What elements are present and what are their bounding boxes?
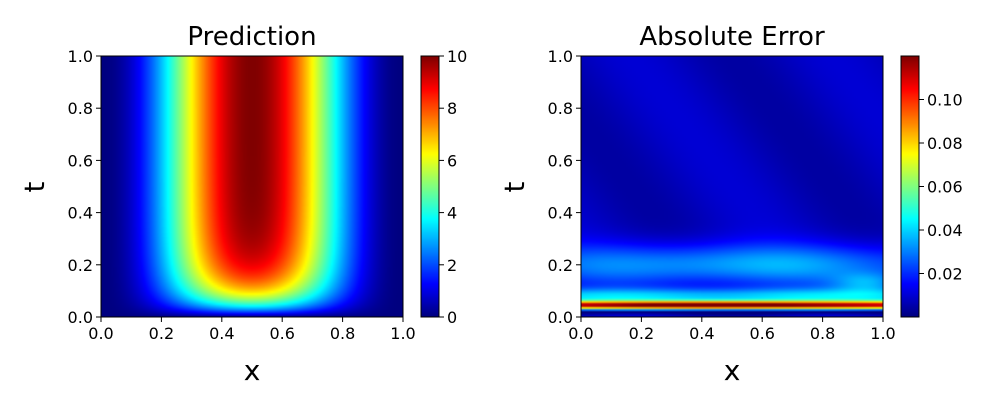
colorbar-tick-label: 2 [447,256,457,275]
x-tick-label: 0.4 [209,324,234,343]
error-y-label: t [498,181,531,192]
colorbar-tick-label: 0.02 [927,265,963,284]
y-tick-label: 0.0 [548,308,573,327]
x-tick-label: 0.6 [269,324,294,343]
prediction-frame [100,55,404,318]
y-tick-label: 0.0 [68,308,93,327]
error-x-ticks: 0.0 0.2 0.4 0.6 0.8 1.0 [568,317,896,343]
y-tick-label: 0.2 [548,256,573,275]
x-tick-label: 0.4 [689,324,714,343]
error-x-label: x [724,354,741,387]
colorbar-tick-label: 4 [447,204,457,223]
x-tick-label: 1.0 [390,324,415,343]
colorbar-tick-label: 10 [447,47,467,66]
x-tick-label: 0.0 [568,324,593,343]
x-tick-label: 0.2 [629,324,654,343]
prediction-panel: Prediction 0.0 0.2 0.4 0.6 0.8 1.0 0.00.20.40… [18,22,467,387]
prediction-heatmap [101,56,403,317]
y-tick-label: 0.8 [68,99,93,118]
x-tick-label: 1.0 [870,324,895,343]
x-tick-label: 0.8 [330,324,355,343]
colorbar-tick-label: 0 [447,308,457,327]
error-colorbar [901,56,919,317]
prediction-title: Prediction [187,22,316,52]
colorbar-tick-label: 0.08 [927,134,963,153]
colorbar-tick-label: 8 [447,99,457,118]
prediction-colorbar [421,56,439,317]
colorbar-tick-label: 6 [447,151,457,170]
prediction-colorbar-ticks: 0 2 4 6 8 10 [439,47,467,327]
error-panel: Absolute Error 0.0 0.2 0.4 0.6 0.8 1.0 0.0 0.2… [498,22,963,387]
error-frame [580,55,884,318]
y-tick-label: 0.6 [548,151,573,170]
y-tick-label: 0.8 [548,99,573,118]
error-y-ticks: 0.0 0.2 0.4 0.6 0.8 1.0 [548,47,581,327]
colorbar-tick-label: 0.06 [927,178,963,197]
colorbar-tick-label: 0.10 [927,91,963,110]
x-tick-label: 0.2 [149,324,174,343]
y-tick-label: 0.6 [68,151,93,170]
y-tick-label: 1.0 [548,47,573,66]
y-tick-label: 0.2 [68,256,93,275]
y-tick-label: 0.4 [548,204,573,223]
prediction-x-ticks: 0.0 0.2 0.4 0.6 0.8 1.0 [88,317,416,343]
x-tick-label: 0.6 [749,324,774,343]
x-tick-label: 0.8 [810,324,835,343]
y-tick-label: 1.0 [68,47,93,66]
x-tick-label: 0.0 [88,324,113,343]
prediction-y-ticks: 0.0 0.2 0.4 0.6 0.8 1.0 [68,47,101,327]
y-tick-label: 0.4 [68,204,93,223]
error-heatmap [581,56,883,317]
error-title: Absolute Error [639,22,825,52]
error-colorbar-ticks: 0.02 0.04 0.06 0.08 0.10 [919,91,963,284]
prediction-x-label: x [244,354,261,387]
colorbar-tick-label: 0.04 [927,221,963,240]
prediction-y-label: t [18,181,51,192]
prediction-colorbar-frame [420,55,440,318]
